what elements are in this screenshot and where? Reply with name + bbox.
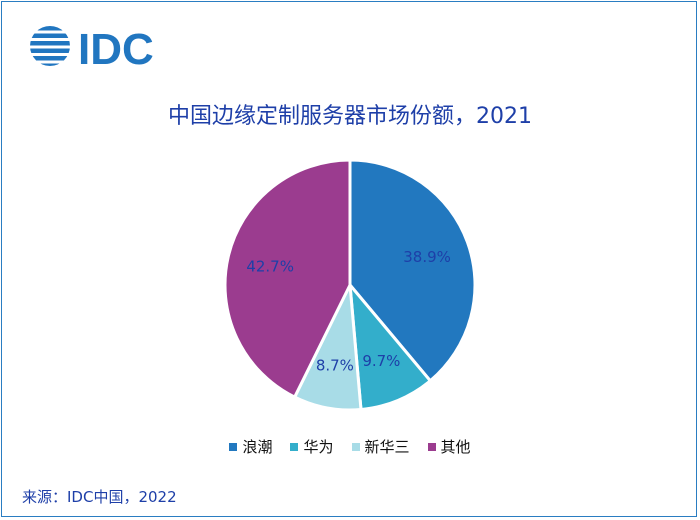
idc-logo: IDC [30, 25, 154, 72]
legend-item-h3c: 新华三 [351, 436, 410, 457]
pie-data-label: 8.7% [316, 357, 354, 375]
logo-text: IDC [78, 25, 154, 72]
legend-swatch [427, 442, 436, 451]
legend: 浪潮 华为 新华三 其他 [0, 436, 700, 457]
legend-item-inspur: 浪潮 [229, 436, 272, 457]
legend-item-huawei: 华为 [290, 436, 334, 457]
slice-inspur [348, 158, 477, 383]
pie-chart: 38.9% 9.7% 8.7% 42.7% [223, 158, 477, 412]
legend-label: 新华三 [364, 438, 410, 456]
legend-label: 浪潮 [242, 438, 273, 456]
pie-data-label: 9.7% [362, 352, 400, 370]
legend-swatch [351, 442, 360, 451]
legend-label: 其他 [440, 438, 471, 456]
pie-labels: 38.9% 9.7% 8.7% 42.7% [246, 248, 451, 375]
legend-swatch [229, 442, 238, 451]
chart-title: 中国边缘定制服务器市场份额，2021 [168, 104, 532, 129]
pie-data-label: 38.9% [403, 248, 451, 266]
legend-item-others: 其他 [427, 436, 471, 457]
source-note: 来源：IDC中国，2022 [22, 488, 177, 506]
pie-slices [223, 158, 477, 412]
logo-globe-icon [30, 26, 70, 66]
legend-label: 华为 [303, 438, 334, 456]
legend-swatch [290, 442, 299, 451]
pie-data-label: 42.7% [246, 257, 294, 275]
slice-others [223, 158, 352, 400]
